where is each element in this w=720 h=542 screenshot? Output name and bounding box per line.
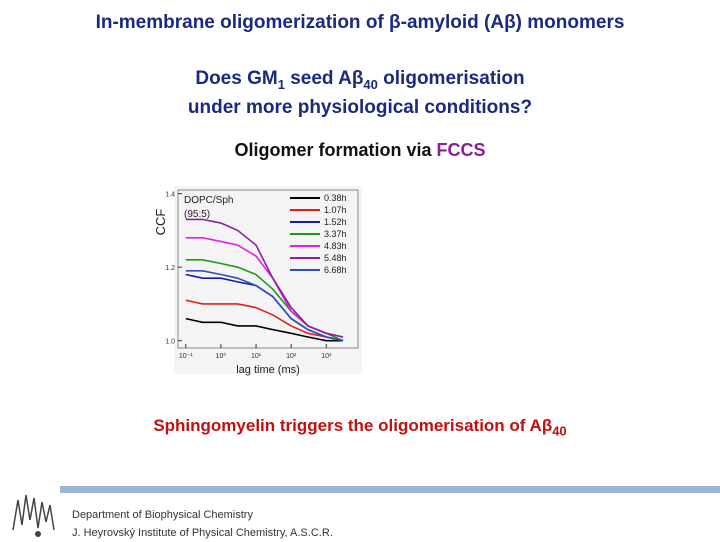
method: Oligomer formation via FCCS [0, 140, 720, 161]
annotation: DOPC/Sph [184, 195, 233, 206]
legend-label: 0.38h [324, 193, 347, 203]
question-line2: under more physiological conditions? [187, 97, 533, 118]
annotation: (95:5) [184, 209, 210, 220]
x-tick-label: 10⁰ [216, 352, 227, 360]
chart: 1.0 1.2 1.4 10⁻¹ 10⁰ 10¹ 10² 10³ lag time (ms) CC… [153, 186, 362, 376]
x-axis-label: lag time (ms) [236, 364, 300, 376]
question-line1: Does GM1 seed Aβ40 oligomerisation [0, 68, 720, 92]
x-tick-label: 10⁻¹ [179, 353, 193, 360]
text: oligomerisation [377, 68, 525, 89]
legend-label: 5.48h [324, 253, 347, 263]
title: In-membrane oligomerization of β-amyloid… [95, 12, 625, 33]
highlight: FCCS [436, 140, 486, 160]
y-tick-label: 1.4 [165, 192, 175, 199]
series-line [185, 317, 344, 342]
legend-label: 4.83h [324, 241, 347, 251]
text: Does GM [195, 68, 278, 89]
subscript: 1 [277, 76, 285, 92]
plot-frame [177, 189, 359, 349]
series-line [185, 218, 344, 338]
legend-label: 6.68h [324, 265, 347, 275]
footer-bar [60, 486, 720, 493]
logo [12, 494, 55, 537]
footer-line: Department of Biophysical Chemistry [72, 509, 253, 521]
text: seed Aβ [284, 68, 364, 89]
y-tick-label: 1.0 [165, 339, 175, 346]
footer-line: J. Heyrovský Institute of Physical Chemi… [72, 527, 333, 539]
legend-label: 1.52h [324, 217, 347, 227]
y-tick-label: 1.2 [165, 265, 175, 272]
subscript: 40 [363, 76, 378, 92]
y-axis-label: CCF [153, 209, 168, 236]
x-tick-label: 10³ [321, 353, 332, 360]
text: Sphingomyelin triggers the oligomerisati… [153, 416, 553, 435]
x-tick-label: 10¹ [251, 353, 262, 360]
legend-label: 1.07h [324, 205, 347, 215]
x-tick-label: 10² [286, 353, 297, 360]
footer: Department of Biophysical Chemistry J. He… [72, 506, 333, 542]
plot-bg [174, 186, 362, 374]
conclusion: Sphingomyelin triggers the oligomerisati… [0, 416, 720, 438]
legend-label: 3.37h [324, 229, 347, 239]
text: Oligomer formation via [234, 140, 437, 160]
subscript: 40 [552, 423, 567, 439]
series-line [185, 299, 344, 342]
series-line [185, 270, 344, 342]
